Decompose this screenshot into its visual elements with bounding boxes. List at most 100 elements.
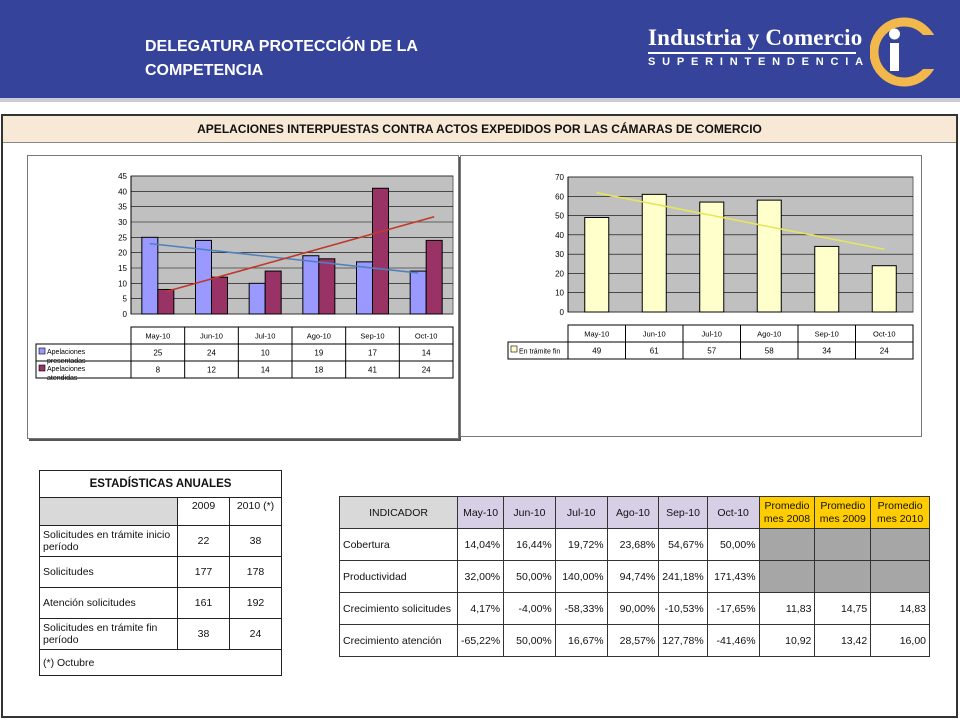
- y-tick-label: 10: [555, 289, 564, 298]
- stats-header-blank: [39, 497, 178, 526]
- indicator-value: -4,00%: [503, 592, 556, 625]
- bar: [141, 236, 159, 315]
- stats-row: Atención solicitudes 161 192: [39, 587, 282, 619]
- indicators-header-average: Promedio mes 2010: [870, 496, 930, 529]
- stats-value-2010: 178: [229, 556, 282, 588]
- data-label: 41: [368, 366, 377, 375]
- stats-value-2009: 38: [177, 618, 230, 650]
- indicators-header-month: Jul-10: [554, 496, 608, 529]
- stats-header-2010: 2010 (*): [229, 497, 282, 526]
- indicator-value: 32,00%: [457, 560, 505, 593]
- data-label: 18: [314, 366, 323, 375]
- y-tick-label: 60: [555, 192, 564, 201]
- y-tick-label: 45: [118, 172, 127, 181]
- indicator-value: 28,57%: [606, 624, 660, 657]
- bar: [641, 193, 667, 313]
- indicator-label: Cobertura: [338, 528, 459, 561]
- y-tick-label: 0: [560, 308, 565, 317]
- indicator-average: [870, 528, 930, 561]
- section-title: APELACIONES INTERPUESTAS CONTRA ACTOS EX…: [197, 122, 762, 136]
- x-tick-label: Oct-10: [415, 332, 438, 341]
- stats-row: Solicitudes 177 178: [39, 556, 282, 588]
- indicator-value: -58,33%: [554, 592, 608, 625]
- stats-row-label: Solicitudes: [39, 556, 178, 588]
- legend-label: En trámite fin: [519, 349, 560, 356]
- bar: [699, 201, 725, 313]
- indicator-average: [758, 528, 816, 561]
- bar: [318, 258, 336, 315]
- y-tick-label: 10: [118, 279, 127, 288]
- data-label: 14: [422, 349, 431, 358]
- y-tick-label: 70: [555, 173, 564, 182]
- y-tick-label: 0: [123, 310, 128, 319]
- y-tick-label: 15: [118, 264, 127, 273]
- stats-value-2009: 177: [177, 556, 230, 588]
- y-tick-label: 25: [118, 233, 127, 242]
- appeals-chart-panel: 0 5 10 15 20 25 30 35 40 45 May-10 Jun-10 Jul-10 Ago-…: [27, 155, 459, 439]
- bar: [264, 270, 282, 315]
- data-label: 19: [314, 349, 323, 358]
- indicator-value: 140,00%: [554, 560, 608, 593]
- section-banner: APELACIONES INTERPUESTAS CONTRA ACTOS EX…: [3, 116, 956, 143]
- stats-row-label: Atención solicitudes: [39, 587, 178, 619]
- brand-divider: [648, 52, 856, 54]
- bar: [157, 288, 175, 315]
- trendline: [165, 215, 435, 293]
- data-label: 57: [707, 347, 716, 356]
- data-label: 24: [422, 366, 431, 375]
- indicator-value: 50,00%: [503, 624, 556, 657]
- table-series-row: [35, 360, 454, 379]
- bar: [814, 245, 840, 313]
- plot-area: [567, 176, 914, 313]
- pending-chart-panel: 0 10 20 30 40 50 60 70 May-10 Jun-10 Jul-10 Ago-10 S…: [460, 155, 922, 437]
- indicator-value: 50,00%: [706, 528, 760, 561]
- legend-label: Apelaciones: [47, 366, 86, 373]
- x-tick-label: May-10: [584, 330, 609, 339]
- legend-label: atendidas: [47, 375, 78, 382]
- bar: [425, 239, 443, 315]
- indicators-header-month: Sep-10: [658, 496, 708, 529]
- sic-logo-icon: [870, 17, 942, 87]
- indicator-value: 241,18%: [658, 560, 708, 593]
- indicator-value: 16,44%: [503, 528, 556, 561]
- indicators-row: Crecimiento solicitudes 4,17% -4,00% -58…: [338, 592, 930, 625]
- page-title: DELEGATURA PROTECCIÓN DE LA COMPETENCIA: [145, 38, 418, 79]
- indicators-header-month: Jun-10: [503, 496, 556, 529]
- legend-swatch: [38, 347, 46, 355]
- indicator-value: 171,43%: [706, 560, 760, 593]
- y-tick-label: 30: [555, 250, 564, 259]
- stats-value-2010: 192: [229, 587, 282, 619]
- y-tick-label: 40: [118, 187, 127, 196]
- data-label: 25: [153, 349, 162, 358]
- indicator-value: 4,17%: [457, 592, 505, 625]
- trendline: [596, 192, 885, 251]
- x-tick-label: Jul-10: [255, 332, 275, 341]
- stats-row: Solicitudes en trámite fin período 38 24: [39, 618, 282, 650]
- indicator-value: 90,00%: [606, 592, 660, 625]
- indicator-label: Crecimiento atención: [338, 624, 459, 657]
- bar: [302, 255, 320, 315]
- y-tick-label: 50: [555, 212, 564, 221]
- stats-row-label: Solicitudes en trámite inicio período: [39, 525, 178, 557]
- indicator-value: 54,67%: [658, 528, 708, 561]
- indicator-value: -41,46%: [706, 624, 760, 657]
- y-tick-label: 5: [123, 295, 128, 304]
- brand-subtitle: SUPERINTENDENCIA: [648, 56, 870, 68]
- x-tick-label: Jun-10: [200, 332, 223, 341]
- stats-header-2009: 2009: [177, 497, 230, 526]
- bar: [211, 276, 228, 315]
- indicator-value: -65,22%: [457, 624, 505, 657]
- indicator-average: 14,83: [870, 592, 930, 625]
- bar: [356, 261, 373, 315]
- indicators-row: Productividad 32,00% 50,00% 140,00% 94,7…: [338, 560, 930, 593]
- y-tick-label: 40: [555, 231, 564, 240]
- x-tick-label: May-10: [145, 332, 170, 341]
- indicators-header-month: Oct-10: [706, 496, 760, 529]
- indicator-average: [758, 560, 816, 593]
- indicator-average: 13,42: [814, 624, 872, 657]
- data-label: 12: [207, 366, 216, 375]
- data-label: 24: [880, 347, 889, 356]
- indicators-header-label: INDICADOR: [338, 496, 459, 529]
- stats-row-label: Solicitudes en trámite fin período: [39, 618, 178, 650]
- stats-title: ESTADÍSTICAS ANUALES: [39, 470, 282, 498]
